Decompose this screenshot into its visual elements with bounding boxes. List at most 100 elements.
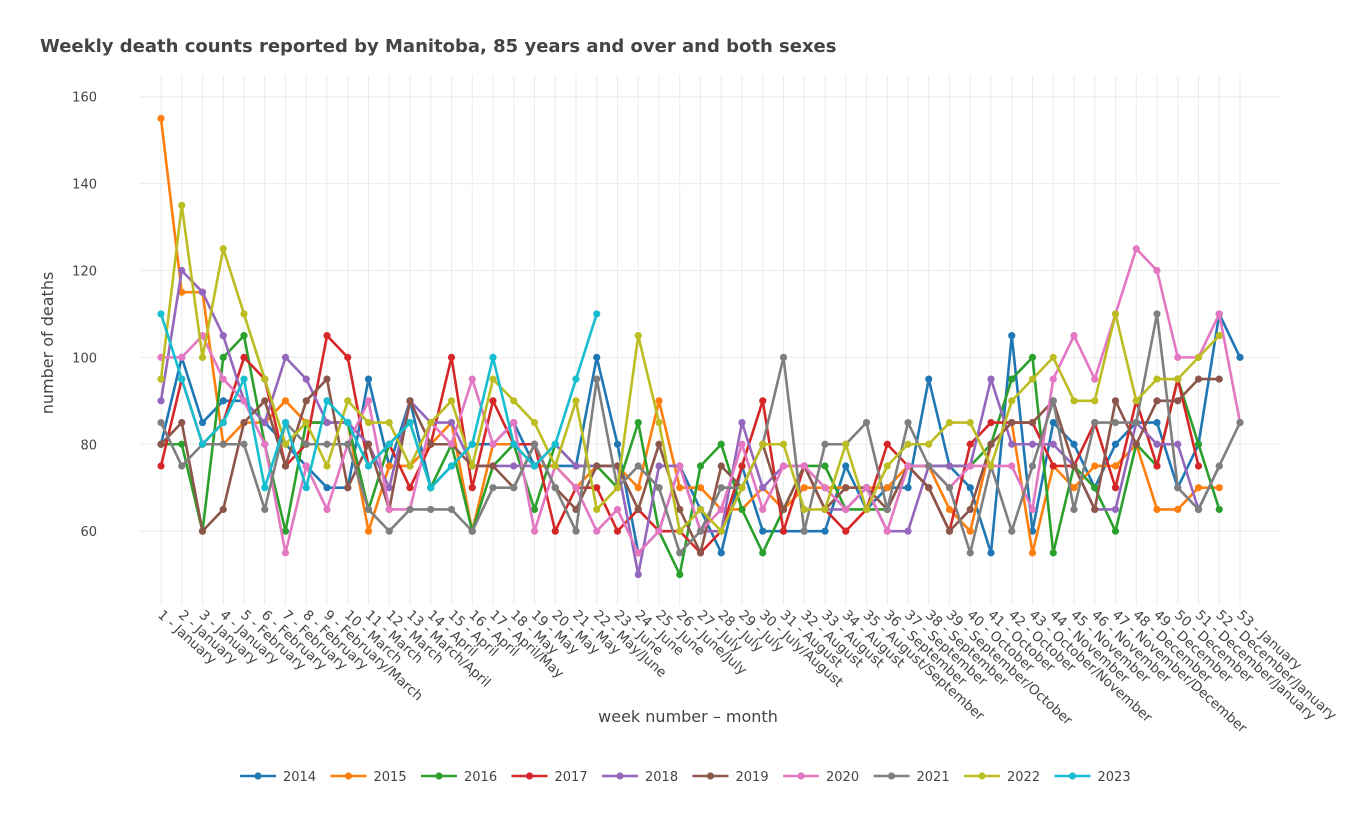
data-point — [779, 353, 788, 361]
legend-item-2014[interactable]: 2014 — [240, 770, 316, 785]
data-point — [364, 527, 373, 535]
legend-item-2017[interactable]: 2017 — [511, 770, 588, 785]
data-point — [966, 527, 974, 535]
data-point — [530, 505, 539, 514]
legend-item-2018[interactable]: 2018 — [602, 770, 678, 785]
data-point — [344, 353, 352, 361]
data-point — [842, 462, 850, 470]
data-point — [613, 527, 622, 535]
data-point — [281, 418, 290, 427]
data-point — [364, 397, 373, 405]
data-point — [593, 527, 601, 535]
legend-item-2022[interactable]: 2022 — [964, 770, 1040, 785]
data-point — [551, 484, 559, 492]
data-point — [821, 505, 829, 514]
data-point — [178, 353, 186, 361]
data-point — [1008, 332, 1016, 340]
data-point — [634, 418, 642, 427]
data-point — [779, 462, 788, 470]
data-point — [447, 505, 456, 514]
data-point — [883, 505, 891, 514]
data-point — [1132, 245, 1140, 253]
data-point — [385, 440, 393, 448]
data-point — [1091, 375, 1099, 383]
data-point — [344, 397, 352, 405]
data-point — [613, 484, 622, 492]
data-point — [364, 462, 373, 470]
data-point — [904, 484, 912, 492]
data-point — [406, 505, 414, 514]
data-point — [593, 375, 601, 383]
data-point — [510, 484, 518, 492]
data-point — [1070, 462, 1078, 470]
legend-item-2023[interactable]: 2023 — [1054, 770, 1131, 785]
legend-marker — [706, 772, 715, 780]
data-point — [447, 440, 456, 448]
data-point — [1008, 397, 1016, 405]
data-point — [323, 505, 331, 514]
data-point — [1174, 484, 1182, 492]
data-point — [883, 440, 891, 448]
data-point — [779, 440, 788, 448]
legend-item-2019[interactable]: 2019 — [692, 770, 769, 785]
data-point — [1091, 418, 1099, 427]
data-point — [883, 527, 891, 535]
data-point — [1111, 462, 1120, 470]
data-point — [925, 462, 933, 470]
data-point — [1215, 375, 1223, 383]
legend-item-2021[interactable]: 2021 — [873, 770, 950, 785]
data-point — [945, 505, 954, 514]
data-point — [364, 375, 373, 383]
data-point — [717, 484, 725, 492]
y-tick-label: 160 — [72, 91, 97, 106]
legend-marker — [435, 772, 443, 780]
data-point — [1153, 375, 1161, 383]
data-point — [613, 440, 622, 448]
data-point — [1194, 375, 1203, 383]
data-point — [779, 505, 788, 514]
legend-label: 2019 — [736, 770, 769, 785]
legend-marker — [978, 772, 986, 780]
data-point — [447, 397, 456, 405]
data-point — [966, 484, 974, 492]
data-point — [530, 527, 539, 535]
y-axis-title: number of deaths — [38, 272, 57, 415]
data-point — [1132, 418, 1140, 427]
data-point — [717, 505, 725, 514]
legend-label: 2017 — [555, 770, 588, 785]
data-point — [945, 418, 954, 427]
data-point — [779, 527, 788, 535]
data-point — [489, 397, 497, 405]
data-point — [198, 353, 207, 361]
data-point — [800, 484, 808, 492]
legend-marker — [1068, 772, 1077, 780]
data-point — [157, 462, 165, 470]
y-tick-label: 100 — [72, 351, 97, 366]
legend-item-2016[interactable]: 2016 — [421, 770, 497, 785]
data-point — [1215, 505, 1223, 514]
data-point — [468, 440, 476, 448]
legend-item-2015[interactable]: 2015 — [330, 770, 407, 785]
series-line — [159, 204, 1221, 533]
data-point — [883, 462, 891, 470]
data-point — [696, 549, 705, 557]
data-point — [655, 418, 663, 427]
data-point — [676, 570, 684, 579]
series-2022 — [157, 201, 1223, 535]
legend-marker — [525, 772, 534, 780]
data-point — [987, 462, 995, 470]
data-point — [157, 310, 165, 318]
data-point — [468, 484, 476, 492]
data-point — [302, 418, 310, 427]
data-point — [1008, 462, 1016, 470]
y-tick-label: 60 — [80, 525, 97, 540]
data-point — [1111, 505, 1120, 514]
data-point — [925, 375, 933, 383]
data-point — [759, 440, 767, 448]
data-point — [261, 484, 269, 492]
data-point — [966, 462, 974, 470]
data-point — [281, 527, 290, 535]
data-point — [198, 440, 207, 448]
legend-item-2020[interactable]: 2020 — [783, 770, 859, 785]
data-point — [655, 527, 663, 535]
